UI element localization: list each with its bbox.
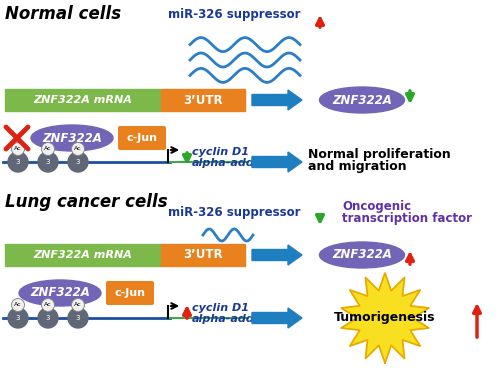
Text: Ac: Ac — [74, 302, 82, 308]
Text: 3: 3 — [76, 159, 80, 165]
Ellipse shape — [320, 87, 404, 113]
Circle shape — [38, 308, 58, 328]
Text: Ac: Ac — [14, 302, 22, 308]
Ellipse shape — [320, 242, 404, 268]
Bar — [161, 89, 245, 111]
Text: 3: 3 — [46, 159, 50, 165]
Text: Ac: Ac — [44, 147, 52, 151]
Text: Lung cancer cells: Lung cancer cells — [5, 193, 168, 211]
Polygon shape — [341, 273, 429, 363]
Text: Oncogenic: Oncogenic — [342, 200, 411, 213]
Text: alpha-adducin: alpha-adducin — [192, 158, 281, 168]
Circle shape — [42, 299, 54, 312]
Text: and migration: and migration — [308, 160, 406, 173]
Text: 3’UTR: 3’UTR — [183, 249, 223, 262]
Text: Normal proliferation: Normal proliferation — [308, 148, 451, 161]
FancyBboxPatch shape — [118, 126, 166, 150]
Text: miR-326 suppressor: miR-326 suppressor — [168, 8, 300, 21]
Circle shape — [68, 152, 88, 172]
FancyArrow shape — [252, 152, 302, 172]
Text: c-Jun: c-Jun — [114, 288, 146, 298]
Text: 3: 3 — [16, 159, 20, 165]
Text: ZNF322A: ZNF322A — [332, 93, 392, 106]
Text: Ac: Ac — [44, 302, 52, 308]
Circle shape — [8, 308, 28, 328]
FancyArrow shape — [252, 308, 302, 328]
Text: Ac: Ac — [74, 147, 82, 151]
Text: c-Jun: c-Jun — [126, 133, 158, 143]
Circle shape — [8, 152, 28, 172]
Bar — [5, 244, 161, 266]
Text: cyclin D1: cyclin D1 — [192, 303, 249, 313]
Text: 3: 3 — [46, 315, 50, 321]
Circle shape — [42, 142, 54, 155]
Text: ZNF322A mRNA: ZNF322A mRNA — [34, 250, 132, 260]
Text: Ac: Ac — [14, 147, 22, 151]
Text: ZNF322A: ZNF322A — [30, 286, 90, 299]
FancyArrow shape — [252, 245, 302, 265]
Bar — [161, 244, 245, 266]
Text: Tumorigenesis: Tumorigenesis — [334, 312, 436, 325]
Text: alpha-adducin: alpha-adducin — [192, 314, 281, 324]
Ellipse shape — [19, 280, 101, 306]
Circle shape — [72, 142, 85, 155]
Text: 3: 3 — [16, 315, 20, 321]
Circle shape — [68, 308, 88, 328]
Text: ZNF322A mRNA: ZNF322A mRNA — [34, 95, 132, 105]
Text: ZNF322A: ZNF322A — [332, 249, 392, 262]
FancyArrow shape — [252, 90, 302, 110]
Text: Normal cells: Normal cells — [5, 5, 121, 23]
Circle shape — [38, 152, 58, 172]
Circle shape — [72, 299, 85, 312]
Circle shape — [12, 299, 24, 312]
Ellipse shape — [31, 125, 113, 151]
Text: ZNF322A: ZNF322A — [42, 131, 102, 144]
Circle shape — [12, 142, 24, 155]
Text: cyclin D1: cyclin D1 — [192, 147, 249, 157]
Text: 3’UTR: 3’UTR — [183, 93, 223, 106]
Text: miR-326 suppressor: miR-326 suppressor — [168, 206, 300, 219]
Text: 3: 3 — [76, 315, 80, 321]
Bar — [5, 89, 161, 111]
Text: transcription factor: transcription factor — [342, 212, 472, 225]
FancyBboxPatch shape — [106, 281, 154, 305]
